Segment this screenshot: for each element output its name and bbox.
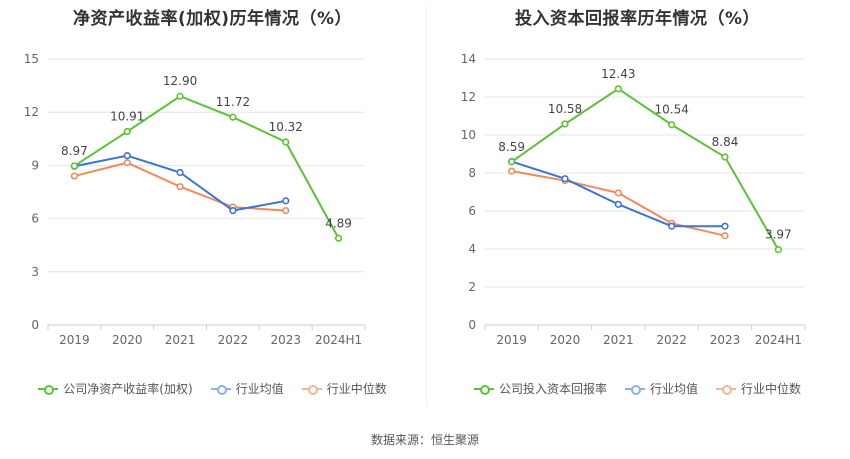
legend-swatch-green bbox=[473, 383, 494, 395]
y-tick-label: 2 bbox=[468, 280, 476, 294]
legend-label: 行业均值 bbox=[235, 382, 284, 396]
x-tick-label: 2019 bbox=[496, 333, 527, 347]
y-tick-label: 12 bbox=[461, 90, 476, 104]
y-tick-label: 12 bbox=[24, 105, 39, 119]
data-point bbox=[176, 168, 184, 177]
data-point bbox=[508, 167, 516, 175]
data-point bbox=[282, 138, 290, 146]
legend-swatch-orange bbox=[301, 383, 322, 395]
data-point bbox=[282, 207, 290, 215]
x-tick-label: 2023 bbox=[710, 333, 741, 347]
data-point bbox=[614, 189, 622, 197]
x-tick-label: 2019 bbox=[59, 333, 90, 347]
legend-item-company[interactable]: 公司净资产收益率(加权) bbox=[38, 380, 193, 397]
data-point bbox=[123, 159, 131, 167]
data-point bbox=[229, 207, 237, 215]
data-point bbox=[229, 113, 237, 121]
chart-panel-roe: 净资产收益率(加权)历年情况（%） 0 3 6 9 12 15 2019 2020 2021 20… bbox=[0, 0, 425, 410]
data-label: 10.58 bbox=[548, 102, 582, 116]
panel-divider bbox=[426, 6, 427, 406]
data-label: 12.90 bbox=[163, 74, 197, 88]
data-label: 12.43 bbox=[601, 67, 635, 81]
chart-panel-roic: 投入资本回报率历年情况（%） 0 2 4 6 8 10 12 14 2019 2020 2021 20… bbox=[425, 0, 850, 410]
data-point bbox=[561, 120, 569, 128]
legend-swatch-blue bbox=[210, 383, 231, 395]
legend-item-industry-median[interactable]: 行业中位数 bbox=[301, 380, 387, 397]
legend-label: 行业中位数 bbox=[741, 382, 802, 396]
chart-plot: 0 3 6 9 12 15 2019 2020 2021 2022 2023 2024H1 8.97 10… bbox=[24, 52, 366, 347]
data-label: 8.84 bbox=[712, 135, 739, 149]
chart-legend: 公司净资产收益率(加权) 行业均值 行业中位数 bbox=[0, 380, 425, 397]
data-point bbox=[774, 245, 782, 254]
data-label: 3.97 bbox=[765, 228, 792, 242]
data-point bbox=[614, 85, 622, 93]
y-tick-label: 14 bbox=[461, 52, 476, 66]
y-tick-label: 10 bbox=[461, 128, 476, 142]
chart-title: 投入资本回报率历年情况（%） bbox=[514, 9, 761, 29]
data-point bbox=[721, 232, 729, 240]
data-label: 11.72 bbox=[216, 95, 250, 109]
y-tick-label: 15 bbox=[24, 52, 39, 66]
legend-item-industry-mean[interactable]: 行业均值 bbox=[210, 380, 284, 397]
x-tick-label: 2021 bbox=[603, 333, 634, 347]
legend-swatch-green bbox=[38, 383, 59, 395]
chart-legend: 公司投入资本回报率 行业均值 行业中位数 bbox=[425, 380, 850, 397]
data-label: 10.54 bbox=[654, 103, 688, 117]
data-point bbox=[668, 121, 676, 129]
legend-item-company[interactable]: 公司投入资本回报率 bbox=[473, 380, 607, 397]
series-line bbox=[73, 95, 340, 239]
data-point bbox=[176, 183, 184, 191]
y-tick-label: 8 bbox=[468, 166, 476, 180]
x-tick-label: 2020 bbox=[112, 333, 143, 347]
legend-label: 公司投入资本回报率 bbox=[498, 382, 607, 396]
data-point bbox=[176, 92, 184, 100]
data-label: 8.59 bbox=[498, 140, 525, 154]
data-point bbox=[721, 153, 729, 161]
data-source-note: 数据来源：恒生聚源 bbox=[370, 433, 479, 447]
legend-label: 行业中位数 bbox=[326, 382, 387, 396]
y-tick-label: 0 bbox=[468, 318, 476, 332]
x-tick-label: 2022 bbox=[656, 333, 687, 347]
y-tick-label: 9 bbox=[31, 158, 39, 172]
series-line bbox=[511, 87, 780, 251]
x-tick-label: 2024H1 bbox=[755, 333, 802, 347]
data-label: 8.97 bbox=[61, 144, 88, 158]
chart-plot: 0 2 4 6 8 10 12 14 2019 2020 2021 2022 2023 2024H1 8.5… bbox=[461, 52, 806, 347]
x-tick-label: 2024H1 bbox=[315, 333, 362, 347]
y-tick-label: 6 bbox=[31, 212, 39, 226]
legend-item-industry-median[interactable]: 行业中位数 bbox=[716, 380, 801, 397]
y-tick-label: 3 bbox=[31, 265, 39, 279]
x-tick-label: 2022 bbox=[218, 333, 249, 347]
data-point bbox=[282, 197, 290, 205]
x-tick-label: 2020 bbox=[550, 333, 581, 347]
legend-item-industry-mean[interactable]: 行业均值 bbox=[624, 380, 698, 397]
x-tick-label: 2021 bbox=[165, 333, 196, 347]
data-point bbox=[721, 222, 729, 230]
data-point bbox=[70, 172, 79, 180]
y-tick-label: 6 bbox=[468, 204, 476, 218]
data-label: 10.91 bbox=[110, 110, 144, 124]
legend-label: 行业均值 bbox=[649, 382, 698, 396]
data-label: 4.89 bbox=[325, 216, 352, 230]
data-point bbox=[334, 234, 343, 242]
legend-label: 公司净资产收益率(加权) bbox=[63, 382, 193, 396]
data-point bbox=[614, 200, 622, 208]
legend-swatch-blue bbox=[624, 383, 645, 395]
data-point bbox=[668, 222, 676, 230]
data-label: 10.32 bbox=[269, 120, 303, 134]
data-point bbox=[508, 158, 516, 166]
y-tick-label: 4 bbox=[468, 242, 476, 256]
data-point bbox=[561, 175, 569, 183]
y-tick-label: 0 bbox=[31, 318, 39, 332]
data-point bbox=[70, 162, 79, 170]
legend-swatch-orange bbox=[716, 383, 736, 395]
data-point bbox=[123, 127, 131, 136]
chart-title: 净资产收益率(加权)历年情况（%） bbox=[72, 9, 353, 29]
x-tick-label: 2023 bbox=[270, 333, 301, 347]
data-point bbox=[123, 152, 131, 160]
